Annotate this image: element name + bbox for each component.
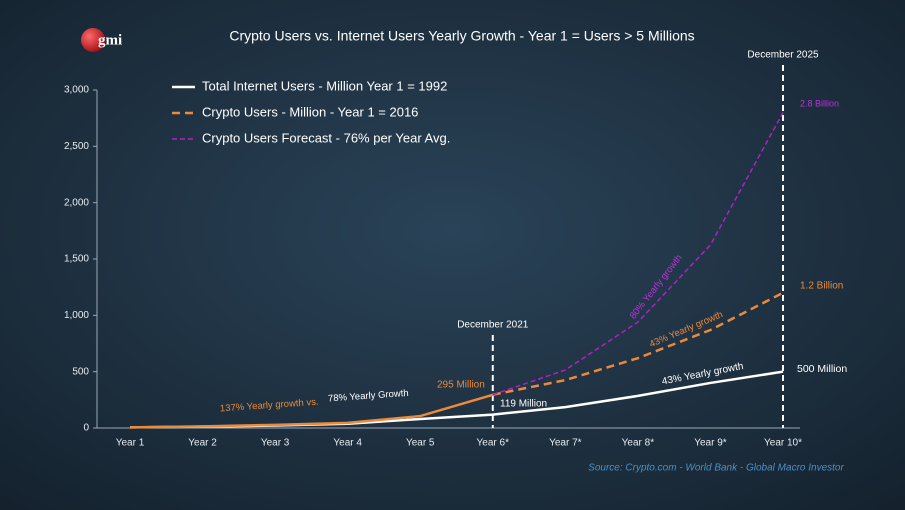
annotation: 2.8 Billion: [800, 98, 839, 108]
x-tick-label: Year 1: [116, 438, 145, 449]
annotation: 295 Million: [437, 380, 485, 391]
x-tick-label: Year 10*: [764, 438, 802, 449]
y-tick-label: 1,500: [64, 254, 89, 265]
line-projected: [492, 291, 784, 396]
annotation: 1.2 Billion: [800, 281, 843, 292]
x-tick-label: Year 7*: [549, 438, 582, 449]
legend-label: Total Internet Users - Million Year 1 = …: [202, 78, 447, 93]
legend-label: Crypto Users - Million - Year 1 = 2016: [202, 104, 418, 119]
line: [492, 112, 784, 396]
x-tick-label: Year 8*: [622, 438, 655, 449]
x-tick-label: Year 2: [188, 438, 217, 449]
annotation: 500 Million: [797, 363, 847, 375]
y-tick-label: 0: [83, 423, 89, 434]
x-tick-label: Year 6*: [477, 438, 510, 449]
y-tick-label: 500: [72, 366, 89, 377]
source: Source: Crypto.com - World Bank - Global…: [588, 463, 844, 474]
chart-title: Crypto Users vs. Internet Users Yearly G…: [229, 28, 694, 44]
y-tick-label: 1,000: [64, 310, 89, 321]
legend-label: Crypto Users Forecast - 76% per Year Avg…: [202, 130, 450, 145]
x-tick-label: Year 9*: [694, 438, 727, 449]
x-tick-label: Year 4: [333, 438, 362, 449]
marker-label: December 2021: [457, 320, 529, 331]
y-tick-label: 2,500: [64, 141, 89, 152]
x-tick-label: Year 3: [261, 438, 290, 449]
annotation: 119 Million: [500, 399, 547, 410]
y-tick-label: 3,000: [64, 85, 89, 96]
logo-icon: [81, 28, 105, 52]
line-actual: [129, 393, 494, 429]
x-tick-label: Year 5: [406, 438, 435, 449]
logo: gmi: [98, 32, 122, 48]
y-tick-label: 2,000: [64, 197, 89, 208]
marker-label: December 2025: [747, 50, 819, 61]
